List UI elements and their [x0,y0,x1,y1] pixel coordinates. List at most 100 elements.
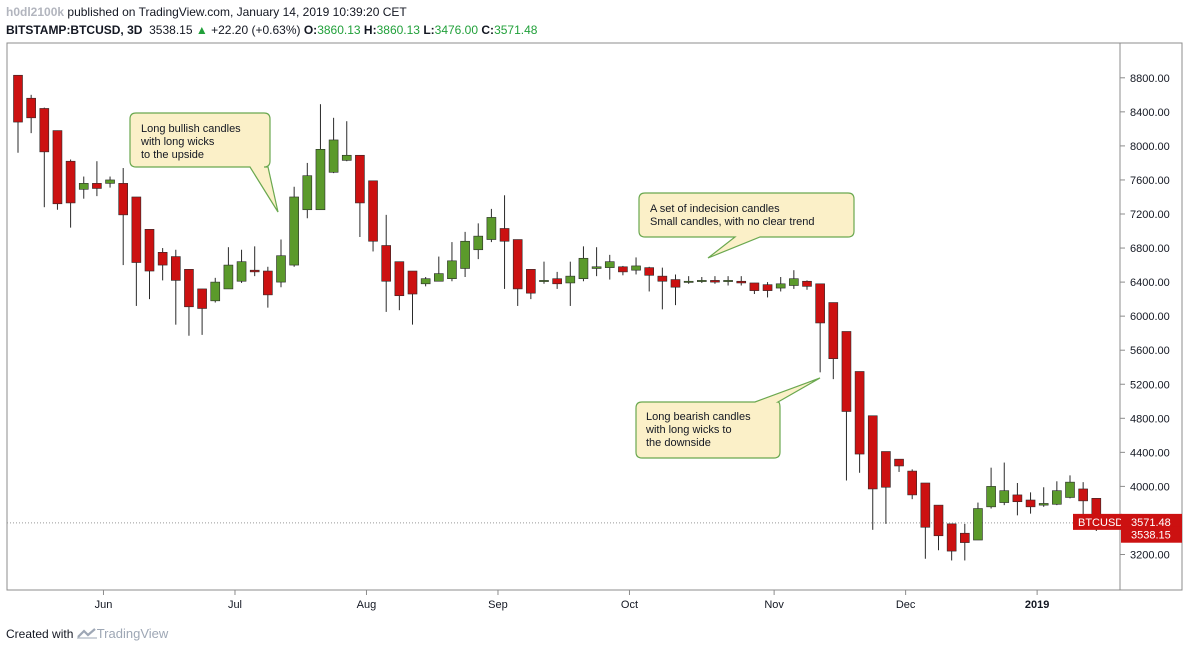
candle[interactable] [631,257,641,275]
candle[interactable] [683,276,694,284]
annotation-bearish[interactable]: Long bearish candles with long wicks to … [635,377,821,459]
candle-body [447,260,457,279]
candle-body [223,264,234,290]
candle[interactable] [565,261,576,306]
candle[interactable] [1052,481,1062,506]
candle[interactable] [328,117,339,174]
candle[interactable] [657,267,668,310]
candle[interactable] [171,249,181,325]
candle[interactable] [289,186,299,267]
candle[interactable] [867,415,878,530]
candle[interactable] [828,302,839,380]
candle[interactable] [368,180,378,252]
annotation-bullish[interactable]: Long bullish candles with long wicks to … [129,112,279,213]
candle[interactable] [131,196,142,306]
candle[interactable] [1012,482,1023,516]
candle[interactable] [341,121,352,162]
candle[interactable] [526,269,536,300]
candle[interactable] [78,176,89,199]
candle[interactable] [26,94,36,134]
candle[interactable] [973,502,983,541]
candle[interactable] [539,261,549,284]
candle[interactable] [999,462,1010,506]
tradingview-brand[interactable]: TradingView [96,626,169,641]
candle-body [92,183,102,189]
candle[interactable] [802,280,812,290]
candle[interactable] [591,247,602,277]
candle[interactable] [552,271,562,289]
candle[interactable] [105,176,115,188]
candle[interactable] [854,371,865,473]
annotation-indecision[interactable]: A set of indecision candles Small candle… [638,192,855,259]
candle[interactable] [394,261,405,311]
candle-body [657,275,668,282]
candle-body [604,261,615,268]
candle[interactable] [644,266,655,292]
candle[interactable] [946,523,957,561]
candle[interactable] [986,467,996,509]
candle[interactable] [223,247,234,290]
candle[interactable] [447,242,457,282]
candle[interactable] [512,239,523,306]
candle[interactable] [184,269,194,336]
candle[interactable] [302,162,313,219]
candle[interactable] [749,282,760,295]
candle[interactable] [1065,475,1075,499]
candle[interactable] [578,246,589,282]
candle[interactable] [881,451,891,524]
candle[interactable] [710,276,720,284]
candle[interactable] [276,239,286,288]
candle[interactable] [670,274,681,306]
candle[interactable] [815,283,825,373]
candle[interactable] [499,195,510,289]
last-price-tag[interactable]: 3538.15 [1121,526,1182,543]
candle[interactable] [315,104,326,211]
y-tick-label: 4000.00 [1130,481,1170,493]
candle[interactable] [604,254,615,280]
candle[interactable] [486,208,497,243]
candle[interactable] [723,276,733,286]
candle[interactable] [460,231,470,277]
candle[interactable] [618,265,628,276]
candle[interactable] [433,256,444,282]
y-tick-label: 8400.00 [1130,107,1170,119]
candle[interactable] [197,288,207,335]
candle[interactable] [1025,492,1036,514]
close-price-tag[interactable]: 3571.48 [1121,513,1182,530]
candle[interactable] [13,74,23,153]
candle[interactable] [789,270,799,289]
candle[interactable] [249,246,260,277]
candle[interactable] [52,130,63,210]
candle[interactable] [157,248,168,281]
candle[interactable] [933,504,944,551]
candle[interactable] [263,266,273,308]
author-name[interactable]: h0dl2100k [6,5,65,19]
price-axis[interactable] [1119,42,1183,591]
symbol-tag[interactable]: BTCUSD [1073,513,1123,530]
candle[interactable] [420,276,431,287]
candle[interactable] [92,161,102,197]
candle[interactable] [210,277,221,303]
candle-body [328,139,339,173]
candle[interactable] [762,282,773,298]
candle[interactable] [696,276,707,283]
candle[interactable] [894,458,904,472]
candle[interactable] [1038,487,1049,507]
candle[interactable] [355,154,365,237]
candle[interactable] [841,331,852,481]
candle[interactable] [236,249,247,283]
candle[interactable] [959,523,970,561]
candle[interactable] [736,276,747,286]
candle[interactable] [907,469,918,500]
candle[interactable] [65,159,76,228]
candle[interactable] [39,107,50,208]
candle[interactable] [381,214,392,312]
candle[interactable] [775,276,786,292]
annotation-bearish-box [635,377,821,459]
candle[interactable] [407,270,418,325]
candle[interactable] [118,168,128,266]
candle[interactable] [920,482,931,559]
candle[interactable] [144,229,155,300]
candle[interactable] [473,223,484,260]
